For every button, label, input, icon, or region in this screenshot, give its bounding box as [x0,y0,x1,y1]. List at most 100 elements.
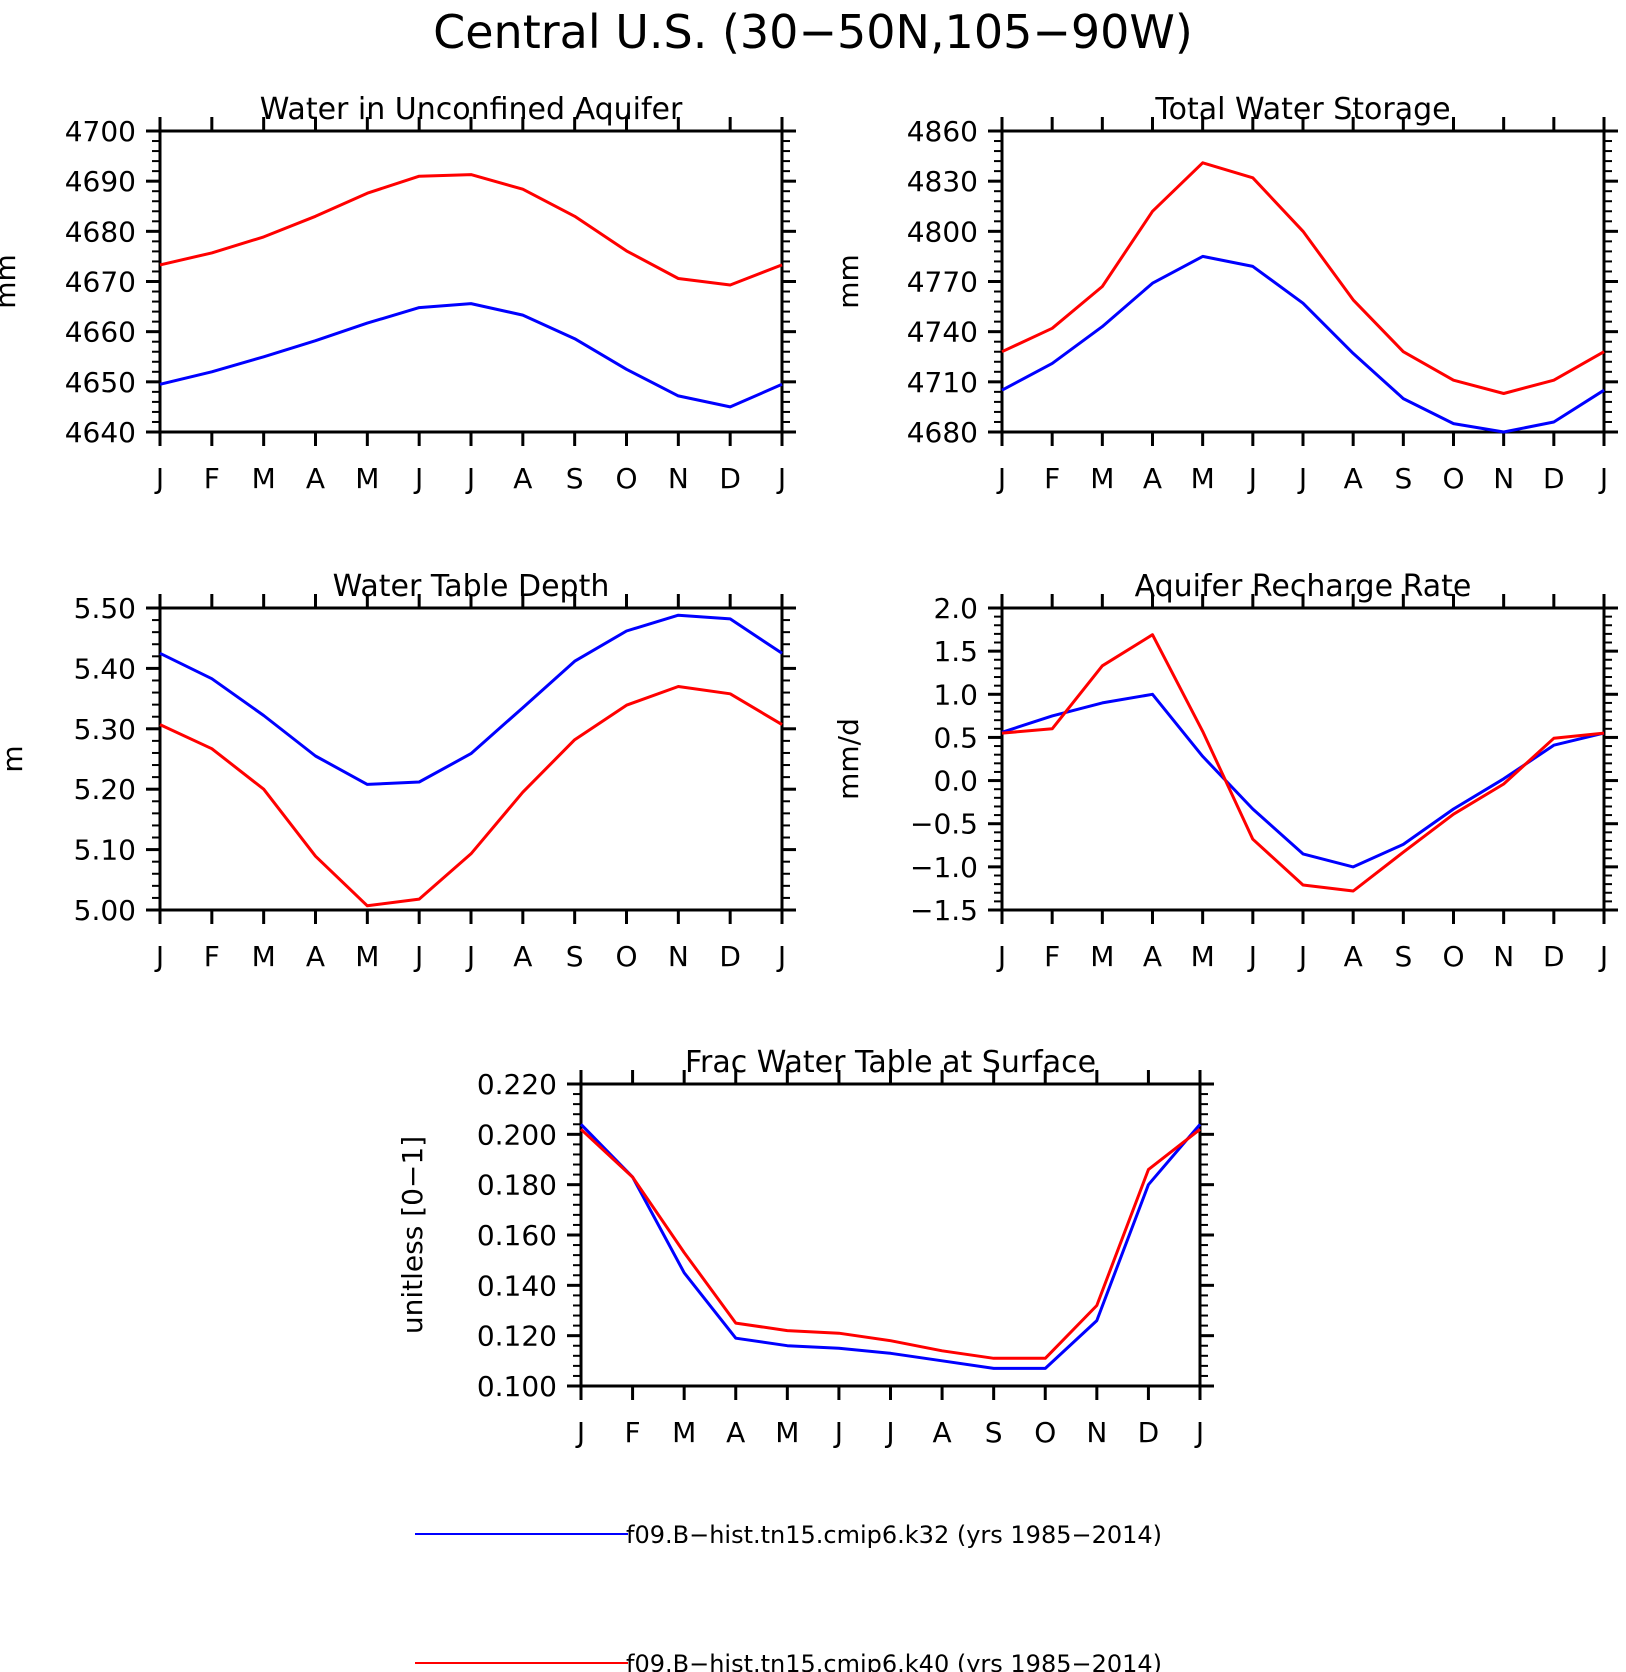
y-tick-label: 0.0 [933,765,978,798]
series-line-k32 [1001,254,1605,434]
x-tick-label: O [1442,940,1464,973]
x-tick-label: M [775,1416,799,1449]
x-tick-label: J [465,940,475,973]
y-tick-label: 0.100 [477,1370,557,1403]
x-tick-label: A [306,462,325,495]
x-tick-label: A [933,1416,952,1449]
x-tick-label: O [615,940,637,973]
y-axis-label: mm [0,254,22,309]
y-tick-label: 0.180 [477,1169,557,1202]
y-tick-label: −0.5 [910,808,978,841]
y-tick-label: 4680 [65,215,136,248]
x-tick-label: D [719,940,741,973]
series-line-k32 [579,1123,1202,1370]
x-tick-label: A [513,462,532,495]
legend: f09.B−hist.tn15.cmip6.k32 (yrs 1985−2014… [415,1521,1162,1672]
x-tick-label: S [985,1416,1003,1449]
y-tick-label: 4680 [907,416,978,449]
x-tick-label: M [1090,462,1114,495]
x-tick-label: A [1344,462,1363,495]
x-tick-label: F [1044,940,1060,973]
y-tick-label: 4710 [907,366,978,399]
y-tick-label: 5.10 [74,834,136,867]
x-tick-label: O [1034,1416,1056,1449]
x-tick-label: M [252,462,276,495]
x-tick-label: J [154,940,164,973]
x-tick-label: M [1090,940,1114,973]
x-tick-label: A [513,940,532,973]
y-tick-label: 4770 [907,266,978,299]
y-tick-label: 5.00 [74,894,136,927]
y-tick-label: 0.160 [477,1219,557,1252]
y-axis-label: mm/d [832,718,865,800]
y-tick-label: −1.0 [910,851,978,884]
x-tick-label: J [776,940,786,973]
x-tick-label: J [1598,940,1608,973]
y-tick-label: 0.120 [477,1320,557,1353]
y-tick-label: 5.40 [74,652,136,685]
x-tick-label: F [1044,462,1060,495]
x-tick-label: F [625,1416,641,1449]
plot-frame [158,606,784,912]
x-tick-label: A [726,1416,745,1449]
x-tick-label: S [1394,462,1412,495]
series-line-k40 [159,685,783,908]
x-tick-label: J [1297,940,1307,973]
series-line-k32 [159,302,783,409]
y-tick-label: 0.5 [933,721,978,754]
y-tick-label: 5.30 [74,713,136,746]
x-tick-label: M [1191,462,1215,495]
x-tick-label: S [566,940,584,973]
x-tick-label: J [413,462,423,495]
y-tick-label: 4690 [65,165,136,198]
x-tick-label: A [1143,462,1162,495]
y-axis-label: m [0,745,29,772]
y-axis-label: mm [832,254,865,309]
x-tick-label: J [575,1416,585,1449]
y-tick-label: 0.200 [477,1118,557,1151]
y-tick-label: 4800 [907,215,978,248]
legend-label-k32: f09.B−hist.tn15.cmip6.k32 (yrs 1985−2014… [626,1521,1162,1549]
y-tick-label: 4670 [65,266,136,299]
x-tick-label: N [668,462,689,495]
y-tick-label: 4640 [65,416,136,449]
legend-label-k40: f09.B−hist.tn15.cmip6.k40 (yrs 1985−2014… [626,1650,1162,1672]
x-tick-label: O [1442,462,1464,495]
x-tick-label: N [1493,940,1514,973]
x-tick-label: S [1394,940,1412,973]
y-tick-label: 1.5 [933,635,978,668]
x-tick-label: J [996,462,1006,495]
x-tick-label: O [615,462,637,495]
series-line-k40 [159,173,783,287]
x-tick-label: J [833,1416,843,1449]
x-tick-label: D [1138,1416,1160,1449]
x-tick-label: S [566,462,584,495]
x-tick-label: J [1297,462,1307,495]
x-tick-label: F [204,462,220,495]
y-tick-label: 4740 [907,316,978,349]
x-tick-label: J [1194,1416,1204,1449]
y-tick-label: 0.220 [477,1068,557,1101]
x-tick-label: J [465,462,475,495]
y-tick-label: 1.0 [933,678,978,711]
x-tick-label: M [672,1416,696,1449]
plot-frame [1000,129,1606,434]
x-tick-label: J [776,462,786,495]
series-line-k40 [1001,633,1605,893]
y-tick-label: 5.50 [74,592,136,625]
x-tick-label: A [306,940,325,973]
x-tick-label: J [413,940,423,973]
series-line-k40 [1001,161,1605,395]
y-tick-label: 4860 [907,115,978,148]
x-tick-label: N [668,940,689,973]
x-tick-label: J [1247,940,1257,973]
y-tick-label: 2.0 [933,592,978,625]
x-tick-label: A [1143,940,1162,973]
y-tick-label: 4660 [65,316,136,349]
x-tick-label: D [1543,462,1565,495]
